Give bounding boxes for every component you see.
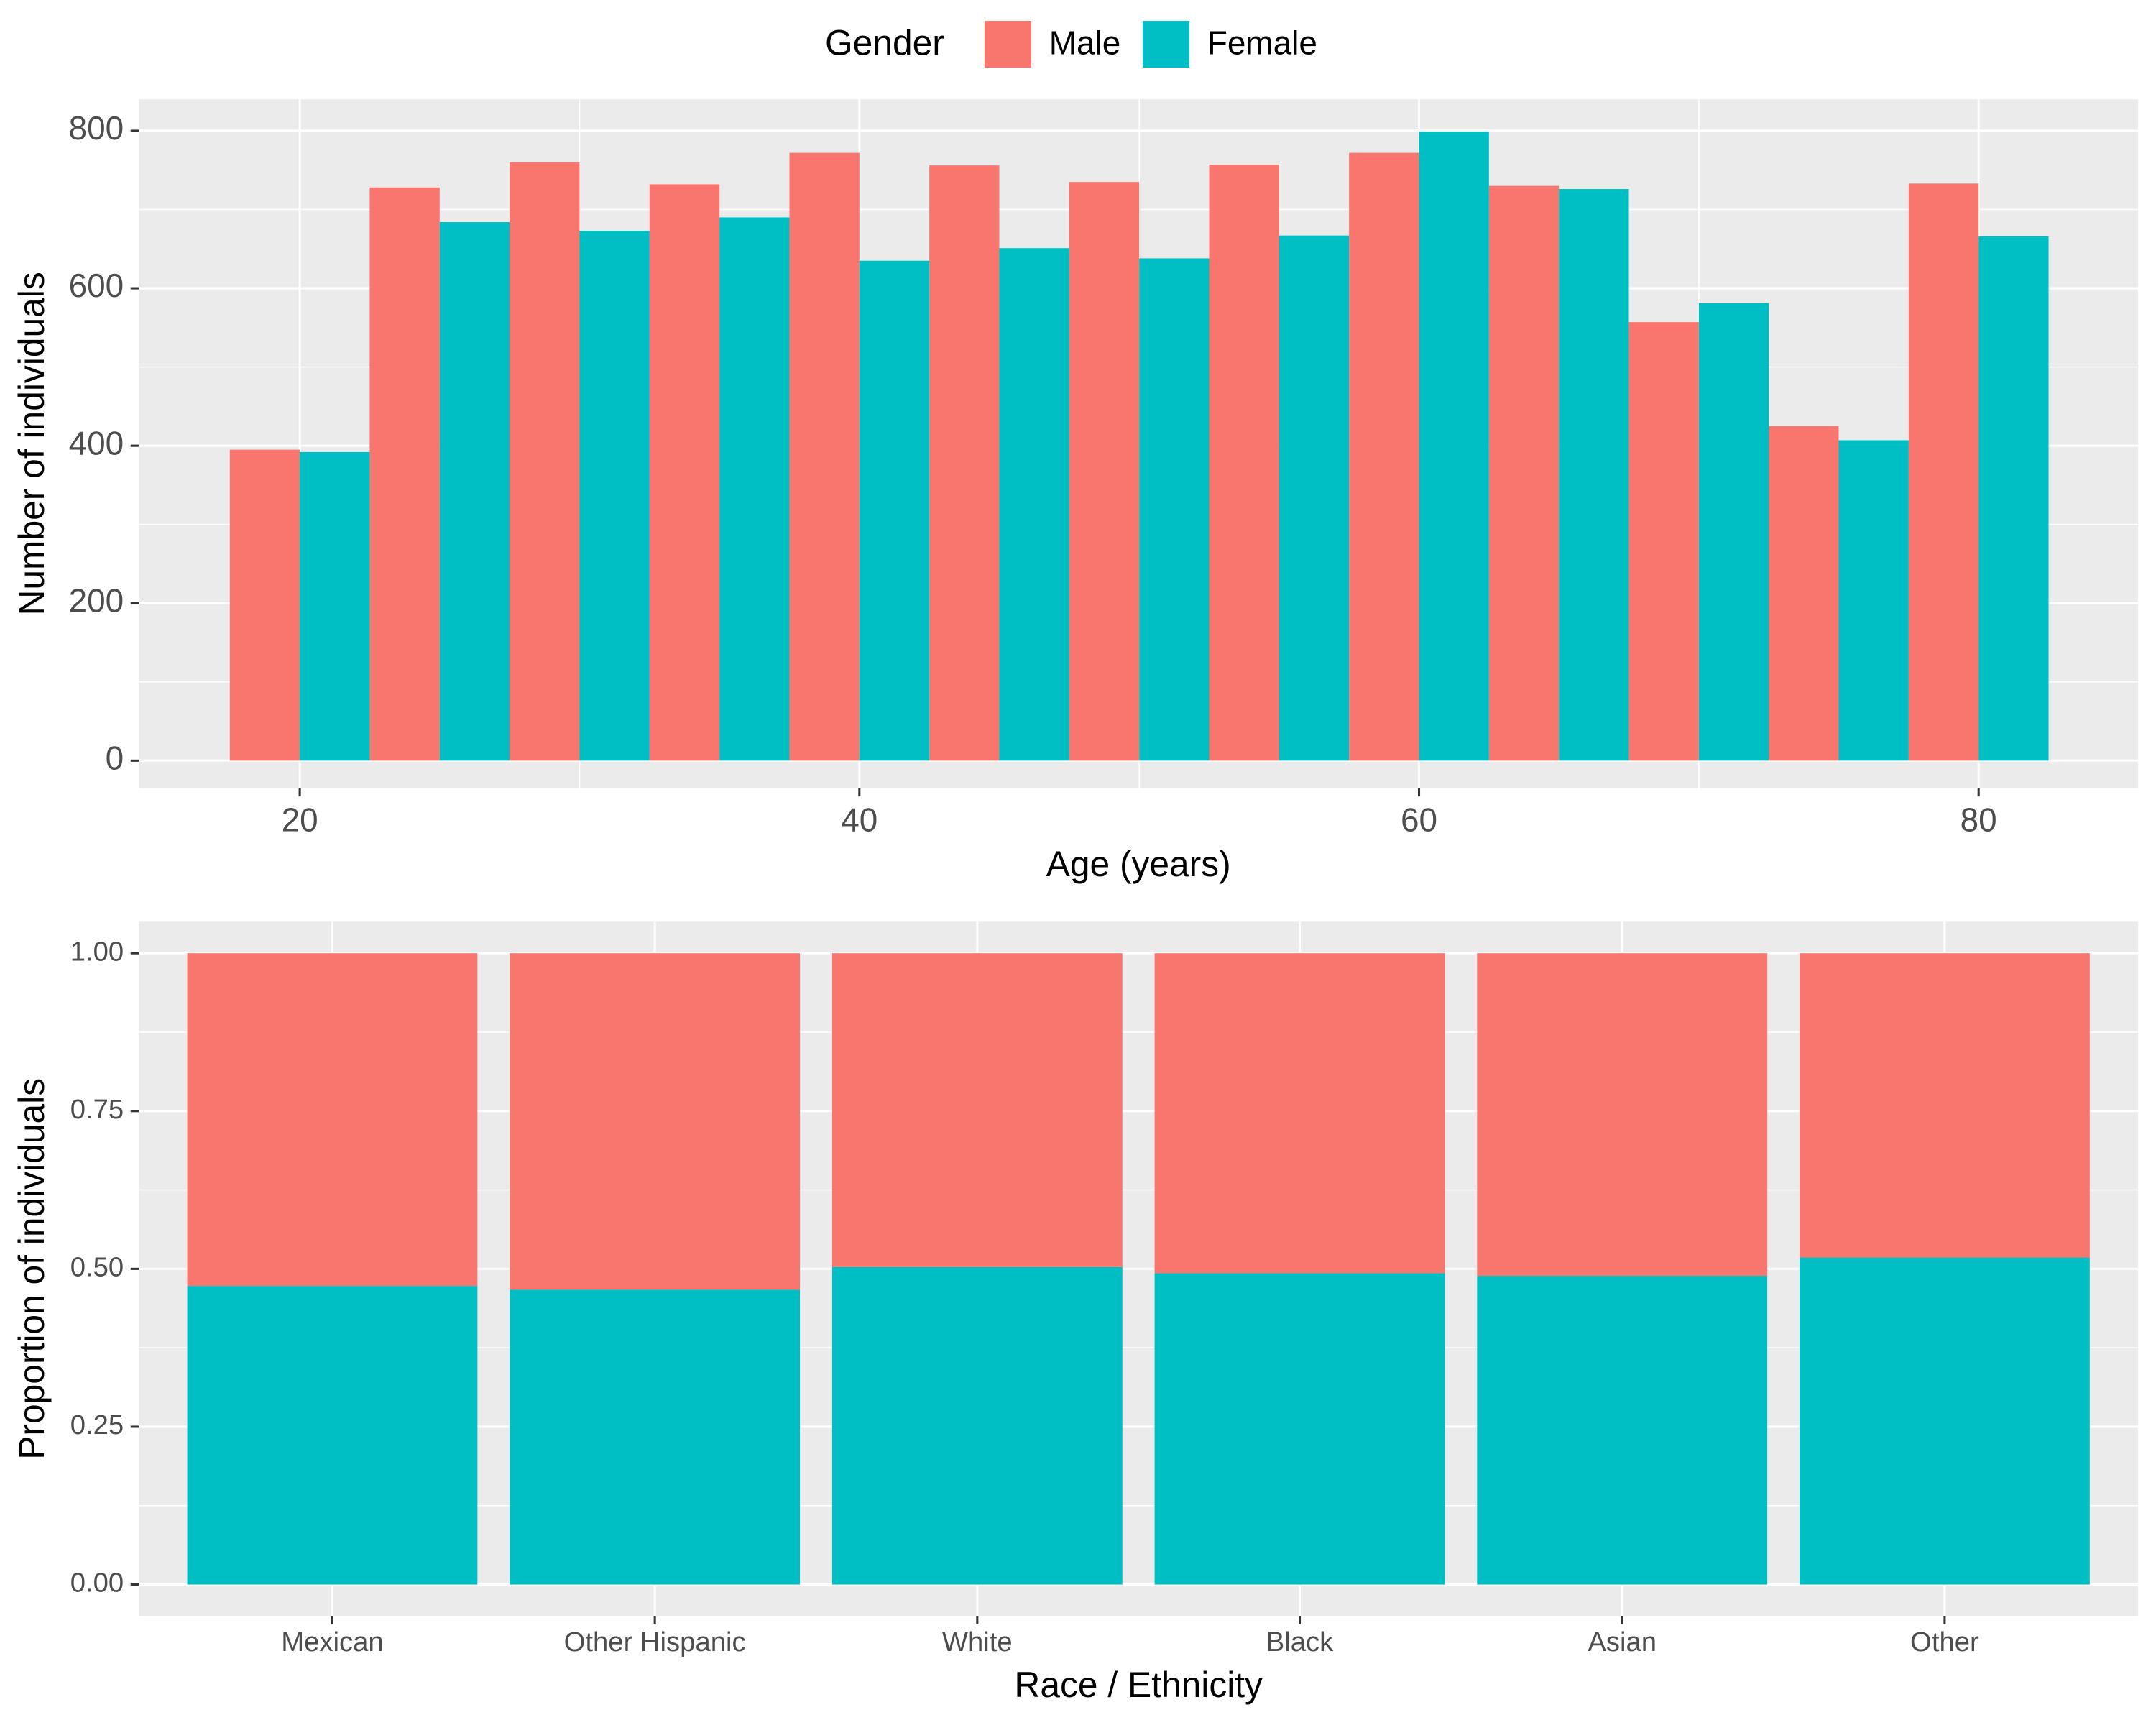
x-tick-label: Mexican <box>281 1627 383 1657</box>
legend-swatch <box>1142 21 1190 68</box>
bar-segment <box>510 953 801 1290</box>
bar-segment <box>1154 1273 1445 1585</box>
bar <box>999 248 1069 761</box>
legend-swatch <box>984 21 1031 68</box>
bar <box>859 260 930 761</box>
y-tick-label: 200 <box>69 581 124 619</box>
bar-segment <box>1477 1276 1768 1585</box>
y-tick-label: 600 <box>69 267 124 304</box>
x-tick-label: 80 <box>1961 801 1997 839</box>
legend-label: Female <box>1207 24 1317 62</box>
x-tick-label: 40 <box>841 801 877 839</box>
bar <box>1908 183 1979 761</box>
bar-segment <box>187 1286 478 1585</box>
bar <box>649 184 720 761</box>
bar-segment <box>1800 1257 2090 1585</box>
y-axis-title: Number of individuals <box>11 272 52 615</box>
legend-title: Gender <box>825 23 944 63</box>
bar <box>1769 426 1839 761</box>
bar <box>510 162 580 761</box>
x-tick-label: Black <box>1266 1627 1334 1657</box>
bar-segment <box>1800 953 2090 1258</box>
y-tick-label: 0.00 <box>70 1568 124 1598</box>
bar <box>1628 322 1699 761</box>
bar-segment <box>831 1266 1123 1585</box>
bar <box>300 451 370 761</box>
y-tick-label: 0 <box>106 739 124 776</box>
bar <box>1279 235 1350 761</box>
bar <box>929 165 1000 761</box>
bar-segment <box>187 953 478 1287</box>
bar <box>1559 189 1629 761</box>
bar-segment <box>1154 953 1445 1274</box>
bar <box>579 231 650 761</box>
y-axis-title: Proportion of individuals <box>11 1078 52 1460</box>
x-tick-label: White <box>942 1627 1013 1657</box>
bar <box>1419 132 1489 761</box>
bar <box>369 187 440 761</box>
y-tick-label: 1.00 <box>70 936 124 967</box>
bar <box>1139 258 1210 761</box>
legend-label: Male <box>1049 24 1121 62</box>
bar <box>789 152 860 761</box>
x-tick-label: Asian <box>1588 1627 1657 1657</box>
bar <box>1069 182 1140 761</box>
bar <box>1349 152 1419 761</box>
x-tick-label: Other Hispanic <box>564 1627 746 1657</box>
bar <box>1209 165 1279 761</box>
bar <box>439 222 510 761</box>
x-tick-label: Other <box>1910 1627 1979 1657</box>
bar-segment <box>1477 953 1768 1276</box>
y-tick-label: 0.50 <box>70 1251 124 1282</box>
x-tick-label: 20 <box>282 801 318 839</box>
bar <box>719 217 790 761</box>
x-axis-title: Age (years) <box>1046 844 1231 884</box>
y-tick-label: 0.25 <box>70 1409 124 1440</box>
x-tick-label: 60 <box>1401 801 1437 839</box>
bar-segment <box>831 953 1123 1267</box>
bar <box>229 449 300 761</box>
x-axis-title: Race / Ethnicity <box>1014 1665 1263 1705</box>
y-tick-label: 800 <box>69 109 124 147</box>
bar-segment <box>510 1289 801 1585</box>
bar <box>1978 236 2049 761</box>
bar <box>1838 440 1909 761</box>
y-tick-label: 400 <box>69 424 124 461</box>
y-tick-label: 0.75 <box>70 1094 124 1125</box>
bar <box>1488 185 1560 761</box>
bar <box>1698 303 1769 761</box>
